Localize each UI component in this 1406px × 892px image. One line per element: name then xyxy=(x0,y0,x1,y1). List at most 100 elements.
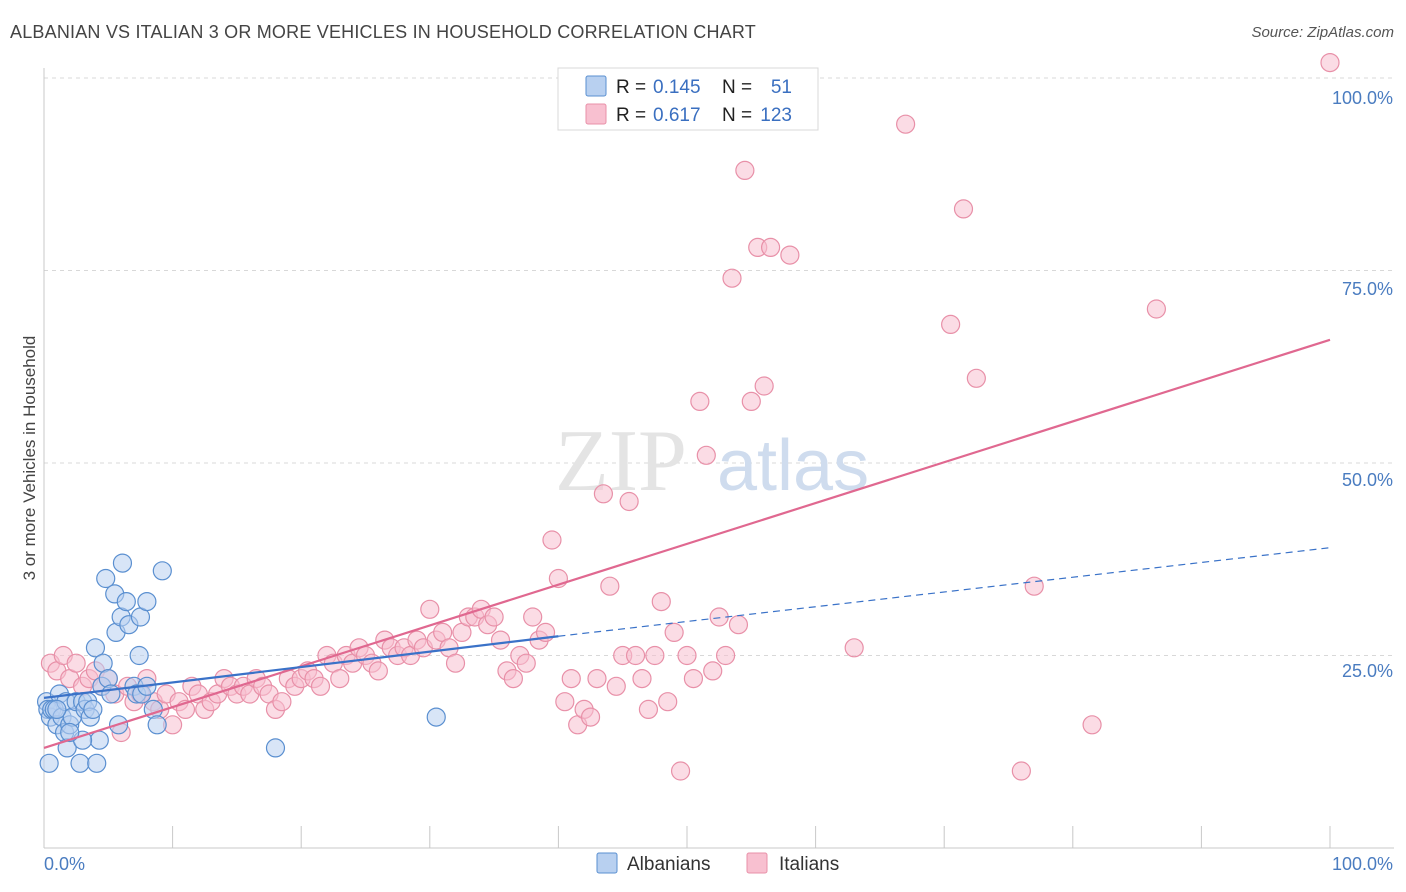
x-ticks xyxy=(43,826,1331,848)
albanian-swatch xyxy=(585,75,607,97)
data-point xyxy=(85,638,106,658)
albanian-n-value: 51 xyxy=(771,77,792,98)
data-point xyxy=(690,391,710,411)
data-point xyxy=(484,607,504,627)
data-point xyxy=(728,615,749,635)
data-point xyxy=(941,314,961,334)
data-point xyxy=(83,699,103,720)
data-point xyxy=(683,668,704,689)
albanian-trend-line xyxy=(43,635,559,699)
data-point xyxy=(310,676,331,696)
albanian-points xyxy=(36,553,446,773)
watermark-zip: ZIP xyxy=(555,413,687,510)
data-point xyxy=(844,638,864,658)
data-point xyxy=(696,445,716,465)
data-point xyxy=(735,160,755,180)
data-point xyxy=(619,491,639,512)
data-point xyxy=(420,599,440,619)
data-point xyxy=(760,237,781,257)
data-point xyxy=(101,684,121,704)
italian-r-value: 0.617 xyxy=(653,105,701,126)
data-point xyxy=(368,661,388,681)
data-point xyxy=(658,692,678,712)
legend-n-label: N = xyxy=(722,105,752,126)
data-point xyxy=(645,645,665,666)
data-point xyxy=(60,722,80,743)
data-point xyxy=(1082,715,1102,735)
data-point xyxy=(670,761,691,781)
italians-legend-swatch xyxy=(746,852,768,874)
albanians-legend-swatch xyxy=(596,852,618,874)
data-point xyxy=(580,707,601,727)
watermark-atlas: atlas xyxy=(717,426,869,506)
data-point xyxy=(1011,761,1031,781)
data-point xyxy=(129,645,149,666)
italian-points xyxy=(40,52,1340,781)
data-point xyxy=(330,668,350,689)
data-point xyxy=(754,376,774,396)
data-point xyxy=(638,699,659,720)
data-point xyxy=(426,707,446,727)
legend-r-label: R = xyxy=(616,105,646,126)
data-point xyxy=(47,699,67,720)
data-point xyxy=(664,622,684,643)
albanians-legend-label: Albanians xyxy=(627,854,710,875)
legend-r-label: R = xyxy=(616,77,646,98)
data-point xyxy=(523,607,543,627)
data-point xyxy=(490,630,511,650)
data-point xyxy=(606,676,626,696)
data-point xyxy=(137,591,157,612)
data-point xyxy=(741,391,761,411)
data-point xyxy=(896,114,916,134)
data-point xyxy=(722,268,742,288)
data-point xyxy=(561,668,581,689)
albanian-trend-extension xyxy=(558,547,1331,637)
data-point xyxy=(780,245,800,265)
data-point xyxy=(1024,576,1044,596)
data-point xyxy=(445,653,466,673)
data-point xyxy=(651,591,671,612)
x-tick-label: 100.0% xyxy=(1332,854,1393,874)
chart-title: ALBANIAN VS ITALIAN 3 OR MORE VEHICLES I… xyxy=(10,22,756,42)
italian-trend-line xyxy=(43,338,1331,749)
data-point xyxy=(39,753,59,773)
italians-legend-label: Italians xyxy=(779,854,839,875)
y-tick-label: 75.0% xyxy=(1342,279,1393,299)
data-point xyxy=(1320,52,1340,73)
legend-n-label: N = xyxy=(722,77,752,98)
data-point xyxy=(272,692,292,712)
data-point xyxy=(703,661,723,681)
data-point xyxy=(632,668,652,689)
data-point xyxy=(516,653,536,673)
albanian-r-value: 0.145 xyxy=(653,77,701,98)
italian-swatch xyxy=(585,103,607,125)
data-point xyxy=(715,645,736,666)
data-point xyxy=(966,368,986,388)
data-point xyxy=(70,753,90,773)
data-point xyxy=(89,730,109,750)
data-point xyxy=(87,753,107,773)
data-point xyxy=(625,645,646,666)
data-point xyxy=(116,591,136,612)
x-tick-label: 0.0% xyxy=(44,854,85,874)
chart-source: Source: ZipAtlas.com xyxy=(1251,24,1394,41)
data-point xyxy=(96,568,116,589)
data-point xyxy=(677,645,697,666)
y-tick-label: 100.0% xyxy=(1332,88,1393,108)
data-point xyxy=(152,561,172,581)
data-point xyxy=(112,553,133,573)
data-point xyxy=(66,653,86,673)
data-point xyxy=(147,715,167,735)
data-point xyxy=(265,738,286,758)
correlation-legend: R = 0.145 N = 51 R = 0.617 N = 123 xyxy=(557,67,819,131)
y-tick-label: 25.0% xyxy=(1342,661,1393,681)
italian-n-value: 123 xyxy=(760,105,792,126)
data-point xyxy=(953,199,974,219)
data-point xyxy=(1146,299,1166,319)
data-point xyxy=(600,576,620,596)
series-legend: Albanians Italians xyxy=(596,852,839,875)
data-point xyxy=(555,692,575,712)
y-tick-label: 50.0% xyxy=(1342,470,1393,490)
grid xyxy=(44,77,1394,656)
